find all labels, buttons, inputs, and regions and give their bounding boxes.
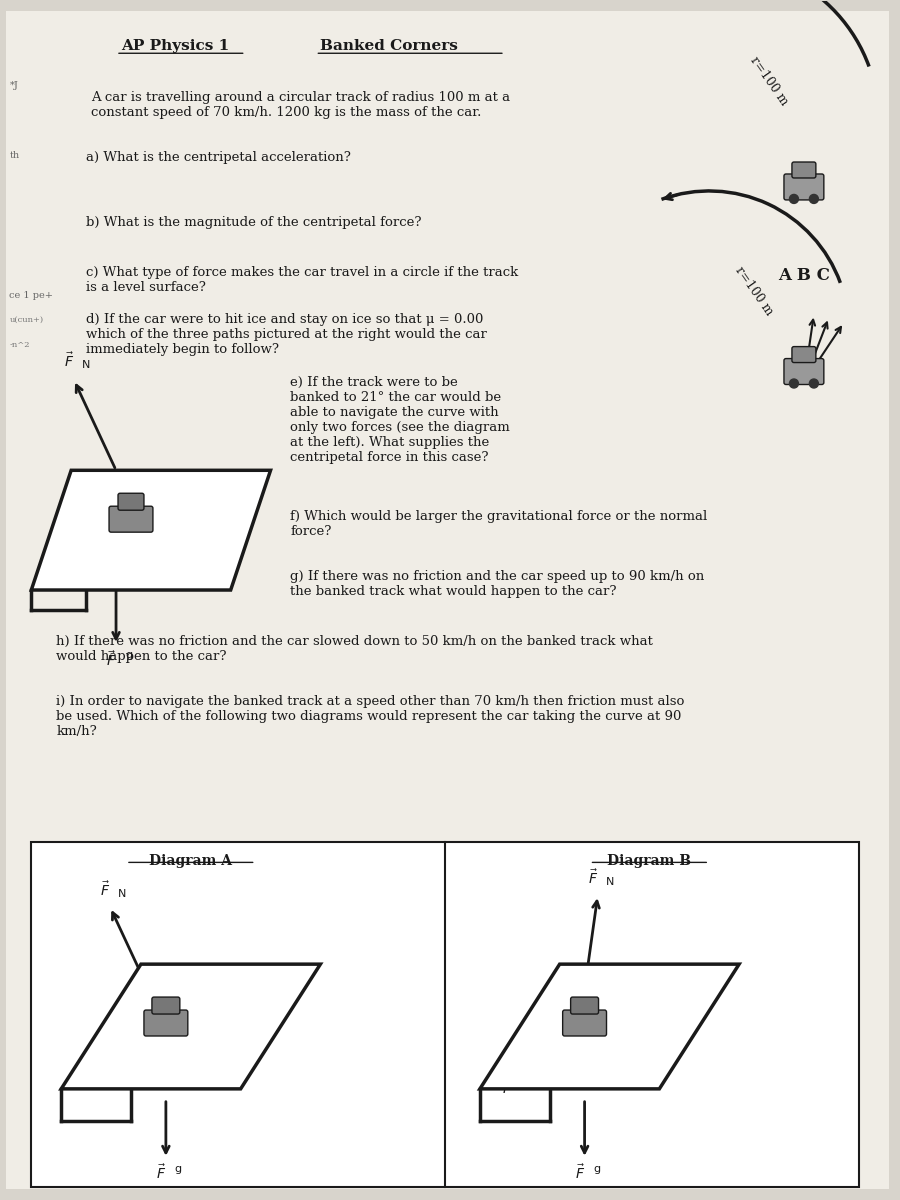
Text: -n^2: -n^2	[9, 341, 30, 349]
Text: c) What type of force makes the car travel in a circle if the track
is a level s: c) What type of force makes the car trav…	[86, 265, 518, 294]
FancyBboxPatch shape	[109, 506, 153, 532]
Text: $\vec{F}$: $\vec{F}$	[100, 881, 110, 899]
Text: r=100 m: r=100 m	[733, 264, 776, 318]
Text: AP Physics 1: AP Physics 1	[121, 40, 230, 53]
FancyBboxPatch shape	[571, 997, 598, 1014]
Text: ce 1 pe+: ce 1 pe+	[9, 290, 53, 300]
FancyBboxPatch shape	[792, 162, 816, 178]
Text: N: N	[118, 889, 127, 899]
Text: g: g	[125, 650, 132, 660]
Text: u(cun+): u(cun+)	[9, 316, 43, 324]
Text: g: g	[594, 1164, 600, 1174]
FancyBboxPatch shape	[6, 11, 888, 1189]
FancyBboxPatch shape	[144, 1010, 188, 1036]
Text: f: f	[247, 978, 250, 988]
Circle shape	[789, 379, 798, 388]
Text: a) What is the centripetal acceleration?: a) What is the centripetal acceleration?	[86, 151, 351, 164]
Text: r=100 m: r=100 m	[748, 54, 790, 108]
Polygon shape	[32, 470, 271, 590]
Text: $\vec{F}$: $\vec{F}$	[574, 1164, 585, 1182]
Text: th: th	[9, 151, 20, 160]
Circle shape	[789, 194, 798, 204]
FancyBboxPatch shape	[152, 997, 180, 1014]
Text: Diagram A: Diagram A	[149, 854, 232, 869]
Text: b) What is the magnitude of the centripetal force?: b) What is the magnitude of the centripe…	[86, 216, 421, 229]
Text: e) If the track were to be
banked to 21° the car would be
able to navigate the c: e) If the track were to be banked to 21°…	[291, 376, 510, 463]
Circle shape	[809, 194, 818, 204]
Text: $\vec{F}$: $\vec{F}$	[64, 352, 74, 370]
Text: f: f	[521, 1079, 525, 1088]
Polygon shape	[61, 964, 320, 1088]
Text: g) If there was no friction and the car speed up to 90 km/h on
the banked track : g) If there was no friction and the car …	[291, 570, 705, 598]
FancyBboxPatch shape	[792, 347, 816, 362]
Text: A car is travelling around a circular track of radius 100 m at a
constant speed : A car is travelling around a circular tr…	[91, 91, 510, 119]
Text: $\vec{F}$: $\vec{F}$	[106, 650, 116, 668]
Text: h) If there was no friction and the car slowed down to 50 km/h on the banked tra: h) If there was no friction and the car …	[56, 635, 653, 662]
Text: N: N	[606, 877, 614, 887]
Text: $\vec{F}$: $\vec{F}$	[234, 974, 245, 992]
Text: $\vec{F}$: $\vec{F}$	[502, 1079, 512, 1097]
FancyBboxPatch shape	[32, 842, 859, 1187]
Text: A B C: A B C	[778, 268, 830, 284]
Text: N: N	[82, 360, 90, 370]
Text: i) In order to navigate the banked track at a speed other than 70 km/h then fric: i) In order to navigate the banked track…	[56, 695, 685, 738]
Polygon shape	[480, 964, 739, 1088]
Text: d) If the car were to hit ice and stay on ice so that μ = 0.00
which of the thre: d) If the car were to hit ice and stay o…	[86, 313, 487, 355]
Text: Diagram B: Diagram B	[608, 854, 691, 869]
Text: f) Which would be larger the gravitational force or the normal
force?: f) Which would be larger the gravitation…	[291, 510, 707, 539]
FancyBboxPatch shape	[784, 174, 824, 200]
Text: $\vec{F}$: $\vec{F}$	[588, 869, 598, 887]
FancyBboxPatch shape	[118, 493, 144, 510]
Text: $\vec{F}$: $\vec{F}$	[156, 1164, 166, 1182]
FancyBboxPatch shape	[784, 359, 824, 384]
Text: *J: *J	[9, 82, 18, 90]
Text: g: g	[175, 1164, 182, 1174]
FancyBboxPatch shape	[562, 1010, 607, 1036]
Circle shape	[809, 379, 818, 388]
Text: Banked Corners: Banked Corners	[320, 40, 458, 53]
